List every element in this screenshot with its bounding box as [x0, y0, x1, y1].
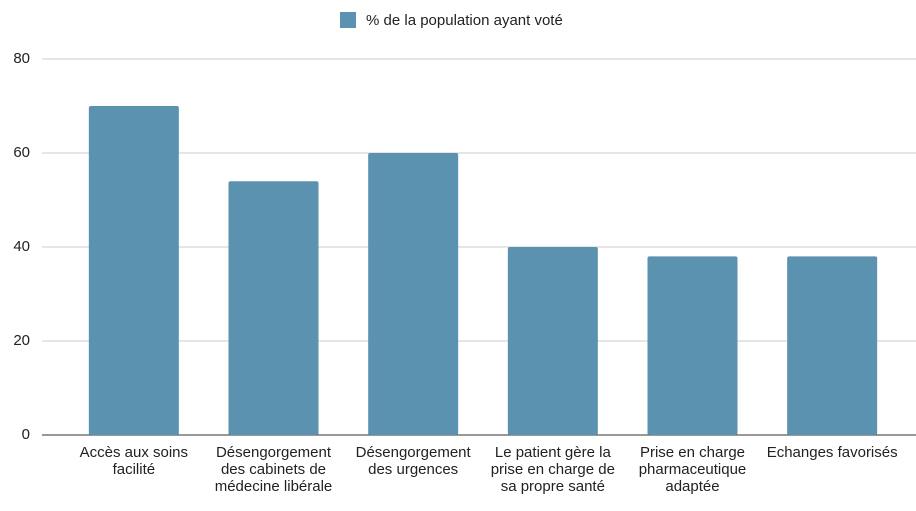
x-tick-label: Désengorgement des urgences [355, 444, 471, 478]
y-tick-label: 20 [13, 332, 30, 349]
x-tick-label: Le patient gère la prise en charge de sa… [490, 444, 615, 495]
bar [647, 256, 738, 435]
bar [787, 256, 878, 435]
x-tick-label: Echanges favorisés [766, 444, 898, 461]
y-tick-label: 80 [13, 50, 30, 67]
y-tick-label: 40 [13, 238, 30, 255]
bar [368, 153, 459, 435]
x-tick-label: Désengorgement des cabinets de médecine … [214, 444, 333, 495]
legend-swatch [340, 12, 356, 28]
x-tick-label: Prise en charge pharmaceutique adaptée [638, 444, 747, 495]
y-tick-label: 60 [13, 144, 30, 161]
bar [507, 247, 598, 435]
bar [88, 106, 179, 435]
x-tick-label: Accès aux soins facilité [79, 444, 189, 478]
legend-label: % de la population ayant voté [366, 12, 563, 29]
y-tick-label: 0 [22, 426, 30, 443]
bar [228, 181, 319, 435]
